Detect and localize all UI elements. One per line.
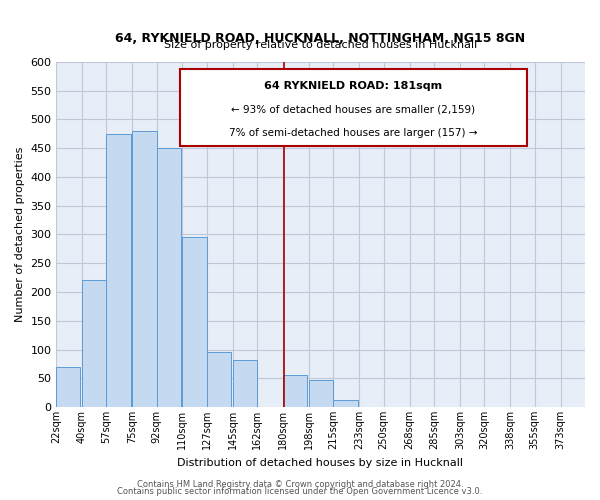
Bar (106, 134, 131, 407)
Title: 64, RYKNIELD ROAD, HUCKNALL, NOTTINGHAM, NG15 8GN: 64, RYKNIELD ROAD, HUCKNALL, NOTTINGHAM,… (115, 32, 526, 46)
Bar (207, 352, 231, 407)
FancyBboxPatch shape (180, 69, 527, 146)
Bar (132, 131, 157, 407)
X-axis label: Distribution of detached houses by size in Hucknall: Distribution of detached houses by size … (178, 458, 463, 468)
Text: ← 93% of detached houses are smaller (2,159): ← 93% of detached houses are smaller (2,… (232, 105, 476, 115)
Bar (182, 238, 207, 407)
Bar (334, 400, 358, 407)
Bar (82, 280, 106, 407)
Bar (233, 360, 257, 407)
Text: Size of property relative to detached houses in Hucknall: Size of property relative to detached ho… (164, 40, 477, 50)
Bar (157, 148, 181, 407)
Bar (309, 380, 334, 407)
Text: 64 RYKNIELD ROAD: 181sqm: 64 RYKNIELD ROAD: 181sqm (265, 81, 443, 91)
Text: Contains public sector information licensed under the Open Government Licence v3: Contains public sector information licen… (118, 487, 482, 496)
Bar (283, 376, 307, 407)
Text: Contains HM Land Registry data © Crown copyright and database right 2024.: Contains HM Land Registry data © Crown c… (137, 480, 463, 489)
Bar (56, 367, 80, 407)
Text: 7% of semi-detached houses are larger (157) →: 7% of semi-detached houses are larger (1… (229, 128, 478, 138)
Y-axis label: Number of detached properties: Number of detached properties (15, 147, 25, 322)
